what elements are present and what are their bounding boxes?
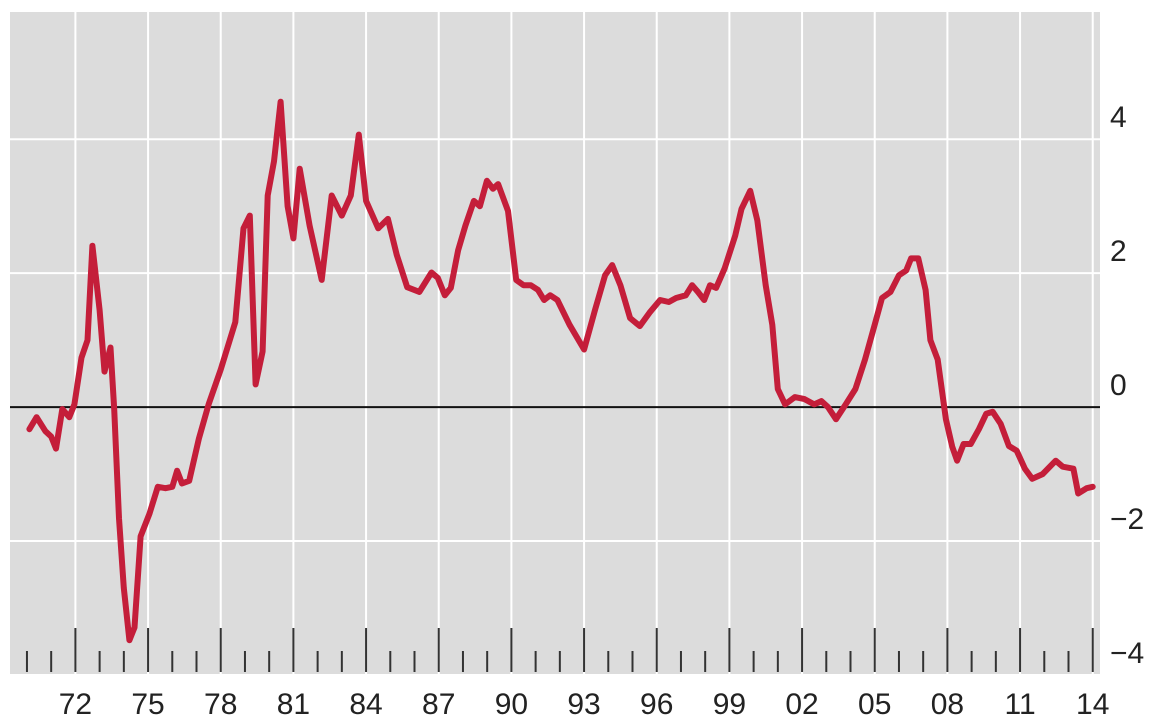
x-tick-label: 81 <box>277 688 310 721</box>
y-tick-label: 0 <box>1110 369 1127 402</box>
x-tick-label: 72 <box>59 688 92 721</box>
y-tick-label: −2 <box>1110 503 1144 536</box>
x-tick-label: 05 <box>858 688 891 721</box>
y-tick-label: 2 <box>1110 235 1127 268</box>
x-tick-label: 96 <box>640 688 673 721</box>
x-tick-label: 14 <box>1076 688 1109 721</box>
x-tick-label: 75 <box>131 688 164 721</box>
x-tick-label: 99 <box>713 688 746 721</box>
x-tick-label: 11 <box>1004 688 1035 721</box>
x-tick-label: 87 <box>422 688 455 721</box>
x-tick-label: 78 <box>204 688 237 721</box>
y-tick-label: 4 <box>1110 101 1127 134</box>
x-tick-label: 90 <box>495 688 528 721</box>
plot-background <box>10 12 1100 675</box>
x-tick-label: 93 <box>567 688 600 721</box>
y-tick-label: −4 <box>1110 637 1144 670</box>
data-line <box>26 98 1096 644</box>
x-tick-label: 08 <box>931 688 964 721</box>
x-tick-label: 84 <box>349 688 382 721</box>
x-tick-label: 02 <box>785 688 818 721</box>
